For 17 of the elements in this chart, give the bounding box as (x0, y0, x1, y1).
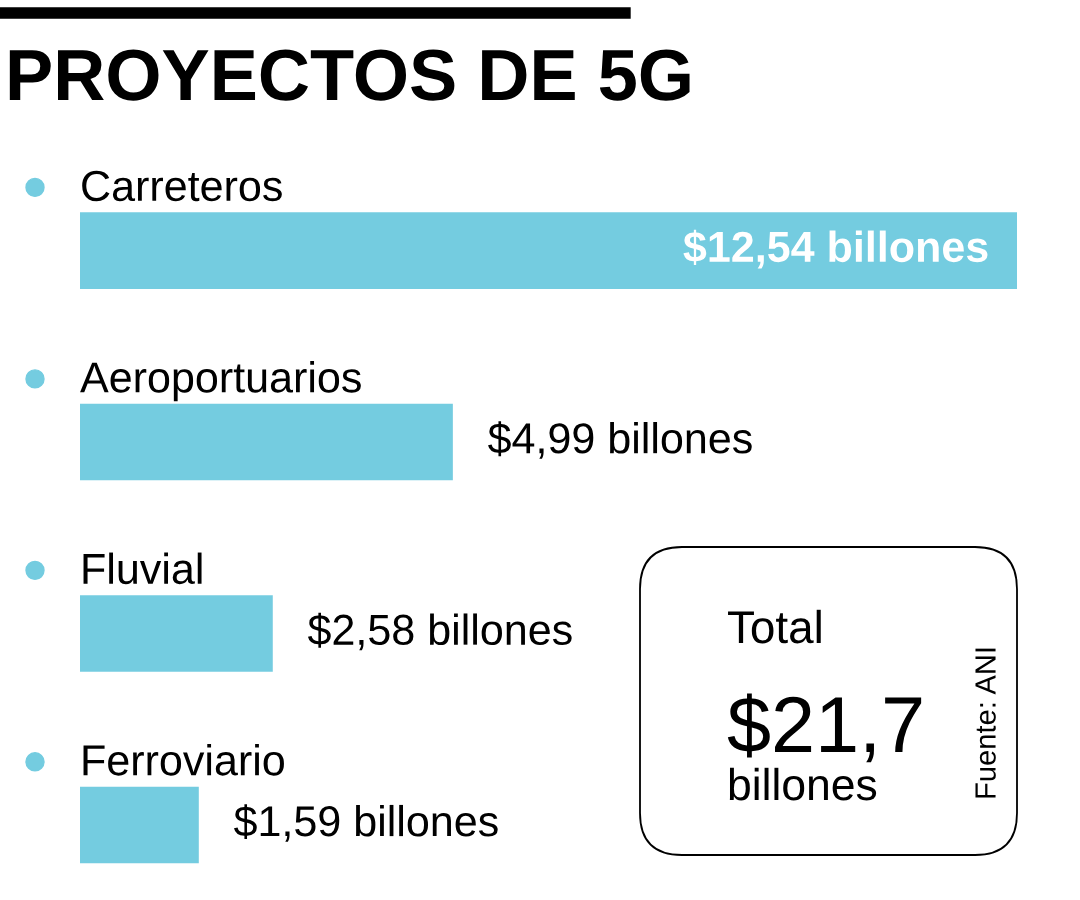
annotation: Fuente: ANI (975, 648, 996, 798)
y-tick-label: Ferroviario (83, 744, 284, 776)
bar (80, 786, 199, 864)
y-tick-label: Fluvial (83, 552, 202, 585)
annotation: billones (729, 767, 877, 801)
data-label: $1,59 billones (233, 804, 498, 842)
data-label: $12,54 billones (683, 229, 988, 269)
annotation: Total (728, 609, 821, 644)
bar (80, 595, 273, 672)
annotation: $21,7 (727, 693, 922, 763)
chart-title: PROYECTOS DE 5G (9, 49, 690, 101)
bar (80, 403, 453, 481)
data-label: $2,58 billones (307, 612, 572, 651)
bar (80, 212, 1017, 289)
data-label: $4,99 billones (488, 421, 752, 459)
y-tick-label: Aeroportuarios (80, 361, 361, 402)
y-tick-label: Carreteros (82, 170, 282, 202)
